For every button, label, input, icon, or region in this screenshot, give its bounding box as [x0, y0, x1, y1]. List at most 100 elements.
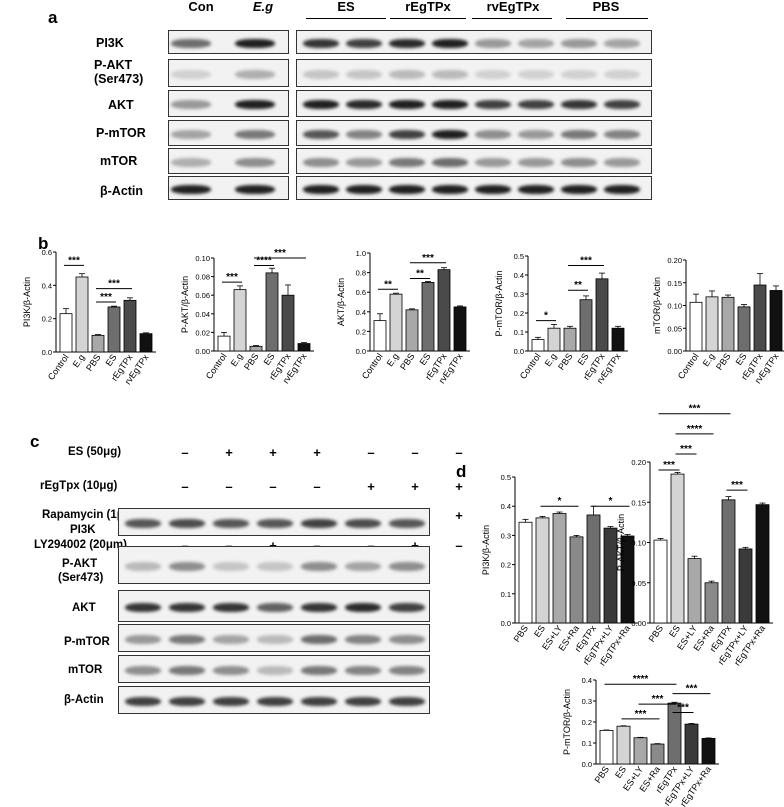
- treatment-sign: –: [269, 479, 277, 494]
- significance-label: ***: [635, 709, 647, 720]
- band: [561, 38, 597, 48]
- bar: [633, 737, 648, 765]
- band: [257, 561, 293, 571]
- row-label-mtor: mTOR: [100, 154, 138, 168]
- band: [475, 69, 511, 79]
- treatment-sign: –: [222, 538, 236, 553]
- y-tick-label: 0.15: [631, 498, 646, 507]
- category-label: PBS: [84, 352, 103, 372]
- band: [303, 69, 339, 79]
- blot-c-pi3k: [118, 508, 430, 536]
- y-tick-label: 0.00: [667, 347, 682, 356]
- bar: [75, 276, 89, 353]
- band: [389, 665, 425, 675]
- y-tick-label: 0.0: [514, 347, 524, 356]
- treatment-sign: –: [181, 479, 189, 494]
- row-label-bactin: β-Actin: [100, 184, 144, 198]
- blot-c-akt: [118, 590, 430, 622]
- significance-label: ***: [689, 404, 701, 415]
- treatment-sign: +: [269, 445, 277, 460]
- y-axis-label: PI3K/β-Actin: [22, 277, 32, 327]
- panel-label-c: c: [30, 432, 40, 451]
- band: [389, 157, 425, 167]
- bar: [281, 294, 295, 352]
- y-tick-label: 0.8: [356, 269, 366, 278]
- y-axis-label: P-AKT/β-Actin: [180, 276, 190, 333]
- y-tick-label: 0.2: [582, 718, 592, 727]
- blot-a-left-pi3k: [168, 30, 289, 54]
- y-tick-label: 0.2: [42, 315, 52, 324]
- band: [346, 69, 382, 79]
- band: [518, 157, 554, 167]
- band: [169, 696, 205, 706]
- bar: [755, 504, 770, 624]
- bar: [579, 299, 593, 352]
- bar: [453, 306, 467, 352]
- treatment-sign: +: [455, 479, 463, 494]
- band: [213, 665, 249, 675]
- band: [389, 696, 425, 706]
- treatment-label: Rapamycin (1μm): [42, 509, 138, 521]
- band: [389, 184, 425, 194]
- band: [346, 38, 382, 48]
- band: [604, 129, 640, 139]
- panel-label-d: d: [456, 462, 467, 481]
- header-line-regtpx: [390, 18, 466, 19]
- blot-a-left-akt: [168, 90, 289, 117]
- treatment-sign: –: [367, 445, 375, 460]
- band: [213, 518, 249, 528]
- band: [389, 38, 425, 48]
- band: [235, 100, 275, 109]
- c-row-label-bactin: β-Actin: [64, 694, 104, 706]
- bar: [437, 269, 451, 352]
- category-label: ES: [667, 623, 682, 639]
- band: [125, 696, 161, 706]
- treatment-sign: –: [455, 538, 463, 553]
- band: [604, 100, 640, 109]
- band: [303, 157, 339, 167]
- bar: [701, 737, 716, 765]
- y-tick-label: 0.0: [42, 348, 52, 357]
- significance-label: ***: [652, 694, 664, 705]
- bar: [373, 320, 387, 352]
- y-tick-label: 0.0: [501, 619, 511, 628]
- band: [171, 184, 211, 194]
- bar: [552, 513, 567, 624]
- c-row-label-akt: AKT: [72, 602, 96, 614]
- y-axis-label: PI3K/β-Actin: [481, 525, 491, 575]
- band: [171, 69, 211, 79]
- y-tick-label: 0.00: [195, 347, 210, 356]
- band: [475, 184, 511, 194]
- y-tick-label: 0.0: [582, 760, 592, 769]
- category-label: ES: [532, 623, 547, 639]
- y-tick-label: 0.3: [582, 697, 592, 706]
- band: [213, 634, 249, 644]
- band: [561, 184, 597, 194]
- blot-a-left-pakt: [168, 59, 289, 87]
- band: [125, 634, 161, 644]
- band: [389, 129, 425, 139]
- bar: [563, 327, 577, 352]
- band: [257, 634, 293, 644]
- bar: [684, 723, 699, 765]
- band: [235, 157, 275, 167]
- treatment-sign: –: [310, 538, 324, 553]
- treatment-sign: –: [178, 538, 192, 553]
- y-tick-label: 0.20: [631, 458, 646, 467]
- treatment-sign: –: [181, 445, 189, 460]
- treatment-sign: +: [313, 445, 321, 460]
- y-axis-label: AKT/β-Actin: [336, 278, 346, 326]
- band: [303, 184, 339, 194]
- significance-label: ****: [256, 255, 272, 266]
- significance-label: ***: [274, 248, 286, 259]
- y-tick-label: 0.2: [501, 561, 511, 570]
- band: [125, 518, 161, 528]
- blot-a-left-mtor: [168, 148, 289, 174]
- band: [561, 100, 597, 109]
- band: [301, 634, 337, 644]
- y-tick-label: 0.1: [501, 590, 511, 599]
- y-tick-label: 0.04: [195, 310, 210, 319]
